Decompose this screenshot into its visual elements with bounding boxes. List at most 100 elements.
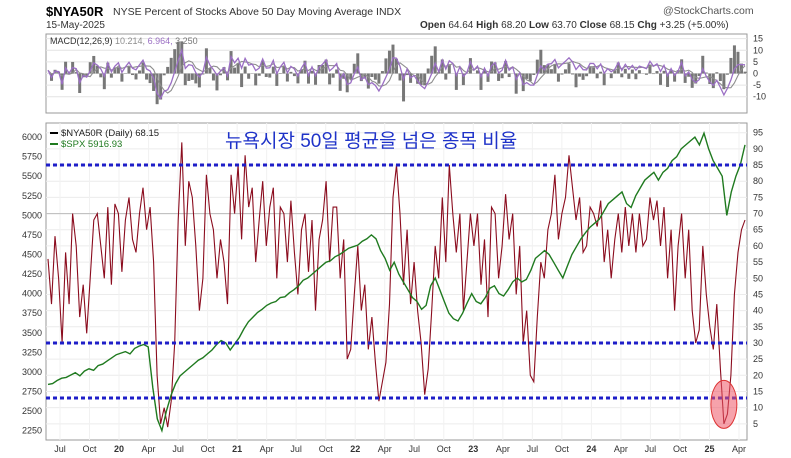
- macd-histogram-bar: [328, 73, 332, 85]
- macd-histogram-bar: [145, 73, 149, 80]
- macd-histogram-bar: [285, 73, 289, 82]
- x-tick-label: Oct: [83, 444, 98, 454]
- left-y-tick-label: 4500: [22, 249, 42, 259]
- macd-histogram-bar: [514, 73, 518, 94]
- right-y-tick-label: 95: [753, 128, 763, 138]
- macd-histogram-bar: [673, 73, 677, 82]
- macd-y-tick-label: 5: [753, 57, 758, 67]
- macd-histogram-bar: [497, 73, 501, 81]
- macd-histogram-bar: [138, 70, 142, 74]
- x-tick-label: Oct: [555, 444, 570, 454]
- macd-histogram-bar: [416, 73, 420, 84]
- macd-histogram-bar: [704, 72, 708, 74]
- macd-histogram-bar: [500, 73, 504, 79]
- macd-histogram-bar: [88, 62, 92, 74]
- macd-histogram-bar: [736, 51, 740, 74]
- macd-histogram-bar: [402, 73, 406, 102]
- x-tick-label: Jul: [409, 444, 421, 454]
- macd-histogram-bar: [299, 69, 303, 74]
- macd-histogram-bar: [233, 67, 237, 74]
- macd-histogram-bar: [447, 64, 451, 74]
- low-value: 63.70: [551, 20, 577, 31]
- high-label: High: [476, 20, 499, 31]
- chg-label: Chg: [637, 20, 657, 31]
- macd-histogram-bar: [627, 73, 631, 79]
- macd-histogram-bar: [574, 73, 578, 88]
- x-tick-label: Jul: [172, 444, 184, 454]
- macd-y-tick-label: 15: [753, 34, 763, 44]
- open-value: 64.64: [448, 20, 474, 31]
- macd-histogram-bar: [306, 73, 310, 84]
- macd-histogram-bar: [370, 73, 374, 77]
- x-tick-label: 21: [232, 444, 242, 454]
- close-label: Close: [579, 20, 607, 31]
- macd-histogram-bar: [141, 62, 145, 74]
- macd-histogram-bar: [475, 70, 479, 74]
- ohlc-bar: Open 64.64 High 68.20 Low 63.70 Close 68…: [420, 20, 729, 31]
- macd-histogram-bar: [602, 73, 606, 86]
- macd-histogram-bar: [254, 73, 258, 86]
- macd-legend-value: 3.250: [175, 36, 198, 46]
- macd-histogram-bar: [581, 73, 585, 80]
- macd-histogram-bar: [261, 60, 265, 74]
- macd-y-tick-label: 10: [753, 45, 763, 55]
- macd-histogram-bar: [609, 73, 613, 79]
- macd-histogram-bar: [694, 73, 698, 84]
- macd-legend-value: 10.214,: [115, 36, 148, 46]
- macd-histogram-bar: [314, 73, 318, 85]
- macd-histogram-bar: [194, 73, 198, 84]
- macd-histogram-bar: [247, 73, 251, 79]
- macd-histogram-bar: [433, 46, 437, 74]
- macd-histogram-bar: [711, 73, 715, 89]
- right-y-tick-label: 5: [753, 419, 758, 429]
- left-y-tick-label: 4750: [22, 230, 42, 240]
- x-tick-label: Jul: [54, 444, 66, 454]
- macd-histogram-bar: [349, 73, 353, 80]
- macd-y-tick-label: 0: [753, 69, 758, 79]
- macd-histogram-bar: [218, 73, 222, 76]
- legend-entry: $SPX 5916.93: [50, 139, 122, 150]
- macd-histogram-bar: [563, 69, 567, 74]
- macd-histogram-bar: [521, 73, 525, 92]
- macd-histogram-bar: [644, 73, 648, 75]
- macd-histogram-bar: [659, 73, 663, 85]
- macd-histogram-bar: [275, 73, 279, 86]
- right-y-tick-label: 65: [753, 225, 763, 235]
- macd-histogram-bar: [257, 73, 261, 76]
- macd-histogram-bar: [444, 73, 448, 80]
- macd-legend-label: MACD(12,26,9): [50, 36, 115, 46]
- macd-histogram-bar: [504, 61, 508, 74]
- left-y-tick-label: 6000: [22, 132, 42, 142]
- highlight-circle: [710, 379, 738, 429]
- macd-legend-value: 6.964,: [148, 36, 176, 46]
- x-tick-label: Oct: [201, 444, 216, 454]
- macd-histogram-bar: [715, 72, 719, 74]
- macd-histogram-bar: [697, 73, 701, 76]
- right-y-tick-label: 20: [753, 370, 763, 380]
- macd-histogram-bar: [310, 70, 314, 74]
- macd-histogram-bar: [613, 70, 617, 74]
- macd-signal-line: [47, 60, 746, 94]
- macd-histogram-bar: [208, 67, 212, 74]
- macd-legend: MACD(12,26,9) 10.214, 6.964, 3.250: [50, 36, 198, 46]
- macd-histogram-bar: [430, 55, 434, 74]
- macd-histogram-bar: [317, 64, 321, 74]
- legend-entry: $NYA50R (Daily) 68.15: [50, 128, 159, 139]
- right-y-tick-label: 60: [753, 241, 763, 251]
- macd-histogram-bar: [155, 73, 159, 105]
- x-tick-label: 25: [704, 444, 714, 454]
- main-plot-area: [45, 122, 748, 441]
- macd-histogram-bar: [683, 73, 687, 83]
- macd-histogram-bar: [92, 55, 96, 74]
- macd-histogram-bar: [567, 63, 571, 74]
- x-tick-label: Apr: [260, 444, 274, 454]
- x-tick-label: Apr: [496, 444, 510, 454]
- macd-histogram-bar: [211, 73, 215, 81]
- macd-histogram-bar: [732, 45, 736, 74]
- macd-histogram-bar: [335, 69, 339, 74]
- macd-histogram-bar: [486, 73, 490, 82]
- macd-y-tick-label: -10: [753, 92, 766, 102]
- macd-histogram-bar: [116, 67, 120, 74]
- left-y-tick-label: 4000: [22, 289, 42, 299]
- left-y-tick-label: 3500: [22, 328, 42, 338]
